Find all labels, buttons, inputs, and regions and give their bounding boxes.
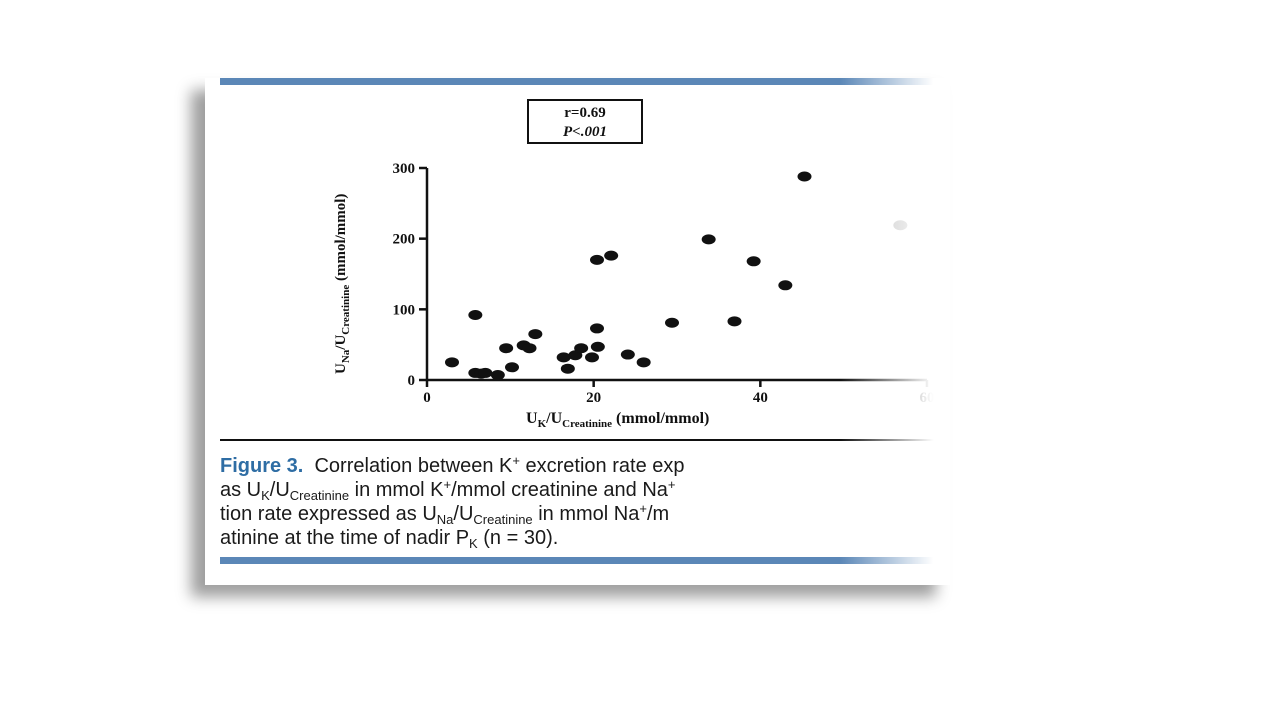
data-point [797,171,812,182]
data-point [499,343,514,354]
data-point [560,363,575,374]
figure-label: Figure 3. [220,455,304,477]
data-point [778,280,793,291]
x-tick-label: 20 [586,390,601,406]
data-point [556,352,571,363]
data-point [528,329,543,340]
data-point [636,357,651,368]
p-value: P<.001 [563,124,607,140]
data-point [445,357,459,368]
data-point [468,309,483,320]
x-tick-label: 0 [423,390,431,406]
data-point [893,220,908,231]
y-tick-label: 200 [393,232,416,248]
correlation-stats-box: r=0.69 P<.001 [527,99,643,144]
y-axis-label: UNa/UCreatinine (mmol/mmol) [333,193,352,374]
figure-card: r=0.69 P<.001 0 100 200 300 0 20 40 60 UNa/UCre… [205,78,950,585]
y-tick-label: 100 [393,302,416,318]
y-tick-label: 300 [393,161,416,177]
x-tick-label: 40 [753,390,768,406]
top-accent-rule [220,78,950,85]
figure-caption: Figure 3. Correlation between K+ excreti… [220,454,950,550]
scatter-plot: 0 100 200 300 0 20 40 60 [393,161,935,406]
plot-axes [425,168,927,382]
data-point [574,343,589,354]
data-point [590,341,605,352]
data-point [590,323,604,334]
data-point [478,367,493,378]
caption-line-4: atinine at the time of nadir PK (n = 30)… [220,527,559,551]
data-point [665,317,679,328]
caption-divider [220,439,950,441]
x-tick-label: 60 [920,390,935,406]
x-axis-label: UK/UCreatinine (mmol/mmol) [526,410,710,430]
data-point [727,316,742,327]
bottom-accent-rule [220,557,950,564]
data-point [490,370,505,381]
data-point [701,234,716,245]
data-point [746,256,761,267]
y-tick-label: 0 [408,373,416,389]
data-point [620,349,635,360]
plot-ticks: 0 100 200 300 0 20 40 60 [393,161,935,406]
data-point [585,352,599,363]
caption-line-3: tion rate expressed as UNa/UCreatinine i… [220,501,670,527]
data-point [590,254,604,265]
r-value: r=0.69 [564,105,606,121]
plot-points [445,171,908,381]
caption-line-2: as UK/UCreatinine in mmol K+/mmol creati… [220,477,676,503]
data-point [522,343,537,354]
data-point [604,250,619,261]
caption-line-1: Figure 3. Correlation between K+ excreti… [220,453,685,477]
data-point [505,362,519,373]
